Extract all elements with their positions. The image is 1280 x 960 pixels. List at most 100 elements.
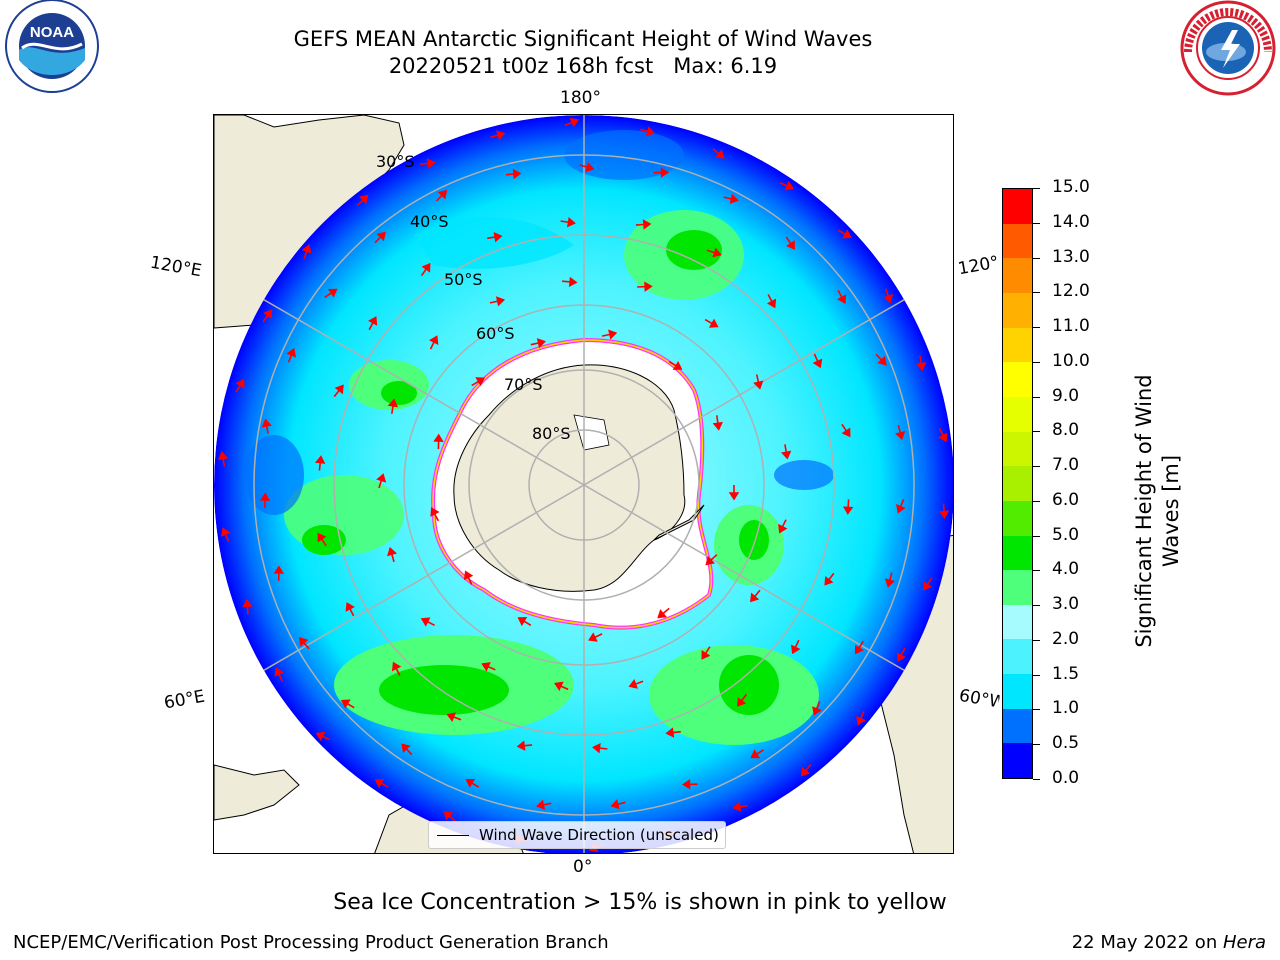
wave-direction-arrowhead: [387, 398, 399, 408]
chart-subtitle: 20220521 t00z 168h fcst Max: 6.19: [388, 54, 778, 78]
wave-direction-arrowhead: [391, 661, 402, 672]
colorbar-tick-label: 8.0: [1052, 420, 1080, 441]
lon-label-120w: 120°W: [956, 252, 1000, 280]
wave-direction-arrowhead: [705, 555, 715, 566]
wave-direction-arrowhead: [421, 262, 431, 273]
wave-direction-arrowhead: [842, 506, 854, 515]
wave-direction-arrowhead: [642, 219, 652, 230]
wave-direction-arrowhead: [475, 377, 485, 387]
colorbar-label: Significant Height of Wind Waves [m]: [1132, 374, 1183, 648]
colorbar-tick-label: 5.0: [1052, 524, 1080, 545]
wave-direction-arrowhead: [327, 288, 338, 298]
wave-direction-arrowhead: [672, 360, 683, 370]
lat-label-40s: 40°S: [410, 212, 449, 231]
colorbar-tick: [1033, 674, 1040, 676]
colorbar-segment: [1003, 223, 1032, 259]
lon-label-120e: 120°E: [148, 252, 204, 282]
wave-direction-arrowhead: [446, 712, 456, 723]
wave-direction-arrowhead: [938, 432, 948, 443]
wave-direction-arrowhead: [856, 715, 866, 726]
colorbar-segment: [1003, 431, 1032, 467]
wave-direction-arrowhead: [778, 523, 788, 534]
colorbar-tick-label: 15.0: [1052, 177, 1090, 197]
host-name: Hera: [1222, 932, 1266, 953]
wave-direction-arrowhead: [841, 427, 851, 438]
wave-direction-arrowhead: [566, 217, 576, 228]
wave-direction-arrowhead: [376, 231, 386, 242]
colorbar-tick-label: 11.0: [1052, 316, 1090, 337]
date-stamp: 22 May 2022 on Hera: [1072, 932, 1266, 953]
wave-direction-arrowhead: [708, 318, 719, 328]
noaa-logo: NOAA: [5, 0, 99, 93]
wave-direction-arrowhead: [660, 167, 670, 178]
wave-direction-arrowhead: [750, 592, 760, 603]
colorbar-tick-label: 2.0: [1052, 628, 1080, 649]
colorbar-tick: [1033, 361, 1040, 363]
wave-direction-arrowhead: [837, 294, 847, 305]
wave-direction-arrowhead: [737, 697, 747, 707]
sea-ice-note: Sea Ice Concentration > 15% is shown in …: [333, 890, 947, 915]
wave-direction-arrowhead: [286, 347, 297, 358]
wave-direction-arrowhead: [259, 492, 271, 501]
wave-direction-arrowhead: [585, 161, 595, 172]
wave-direction-arrowhead: [883, 293, 894, 304]
wave-direction-arrowhead: [665, 727, 675, 738]
wave-direction-arrowhead: [569, 117, 580, 128]
colorbar-tick-label: 12.0: [1052, 281, 1090, 302]
wave-direction-arrowhead: [426, 158, 436, 169]
wave-direction-arrowhead: [732, 801, 742, 812]
date-text: 22 May 2022 on: [1071, 932, 1223, 953]
colorbar-tick: [1033, 744, 1040, 746]
colorbar-tick-label: 9.0: [1052, 385, 1080, 406]
colorbar-tick-label: 13.0: [1052, 246, 1090, 267]
lat-label-70s: 70°S: [504, 375, 543, 394]
wave-direction-arrowhead: [273, 565, 285, 574]
wave-direction-arrowhead: [896, 503, 906, 514]
map-legend: Wind Wave Direction (unscaled): [428, 821, 726, 849]
colorbar-tick: [1033, 431, 1040, 433]
colorbar-tick-label: 7.0: [1052, 455, 1080, 476]
wave-direction-arrowhead: [512, 168, 522, 180]
africa-landmass: [214, 764, 300, 821]
credit-line: NCEP/EMC/Verification Post Processing Pr…: [13, 932, 609, 953]
lon-label-60w: 60°W: [957, 685, 1001, 713]
colorbar-segment: [1003, 535, 1032, 571]
lat-label-60s: 60°S: [476, 324, 515, 343]
colorbar-tick-label: 4.0: [1052, 559, 1080, 580]
wave-direction-arrowhead: [235, 378, 245, 389]
wave-direction-arrowhead: [374, 778, 385, 789]
wave-direction-arrowhead: [263, 309, 273, 320]
antarctica-landmass: [453, 364, 686, 592]
colorbar-tick: [1033, 570, 1040, 572]
wave-direction-arrowhead: [781, 450, 792, 460]
wave-direction-arrowhead: [800, 766, 811, 777]
colorbar-tick: [1033, 257, 1040, 259]
wave-direction-arrowhead: [334, 384, 344, 395]
colorbar-segment: [1003, 674, 1032, 709]
wave-direction-arrowhead: [884, 578, 896, 588]
wave-direction-arrowhead: [430, 507, 440, 517]
wave-direction-arrowhead: [588, 632, 598, 642]
wave-direction-arrowhead: [496, 130, 506, 141]
wave-direction-arrowhead: [877, 356, 887, 366]
colorbar-segment: [1003, 570, 1032, 605]
colorbar-tick: [1033, 292, 1040, 294]
colorbar-segment: [1003, 500, 1032, 536]
lat-label-50s: 50°S: [444, 270, 483, 289]
wave-direction-arrowhead: [298, 637, 309, 647]
wave-direction-arrowhead: [610, 799, 620, 810]
wave-direction-arrowhead: [592, 742, 601, 754]
wave-direction-arrowhead: [220, 527, 231, 537]
chart-title: GEFS MEAN Antarctic Significant Height o…: [293, 27, 873, 51]
svg-text:NOAA: NOAA: [30, 24, 74, 41]
wave-direction-arrowhead: [938, 510, 950, 520]
wave-direction-arrowhead: [242, 598, 253, 608]
wave-direction-arrowhead: [896, 652, 906, 662]
colorbar-tick: [1033, 639, 1040, 641]
colorbar: [1002, 188, 1033, 779]
colorbar-segment: [1003, 362, 1032, 397]
colorbar-segment: [1003, 189, 1032, 224]
colorbar-tick-label: 1.5: [1052, 663, 1080, 684]
colorbar-tick: [1033, 188, 1040, 189]
colorbar-tick: [1033, 396, 1040, 398]
